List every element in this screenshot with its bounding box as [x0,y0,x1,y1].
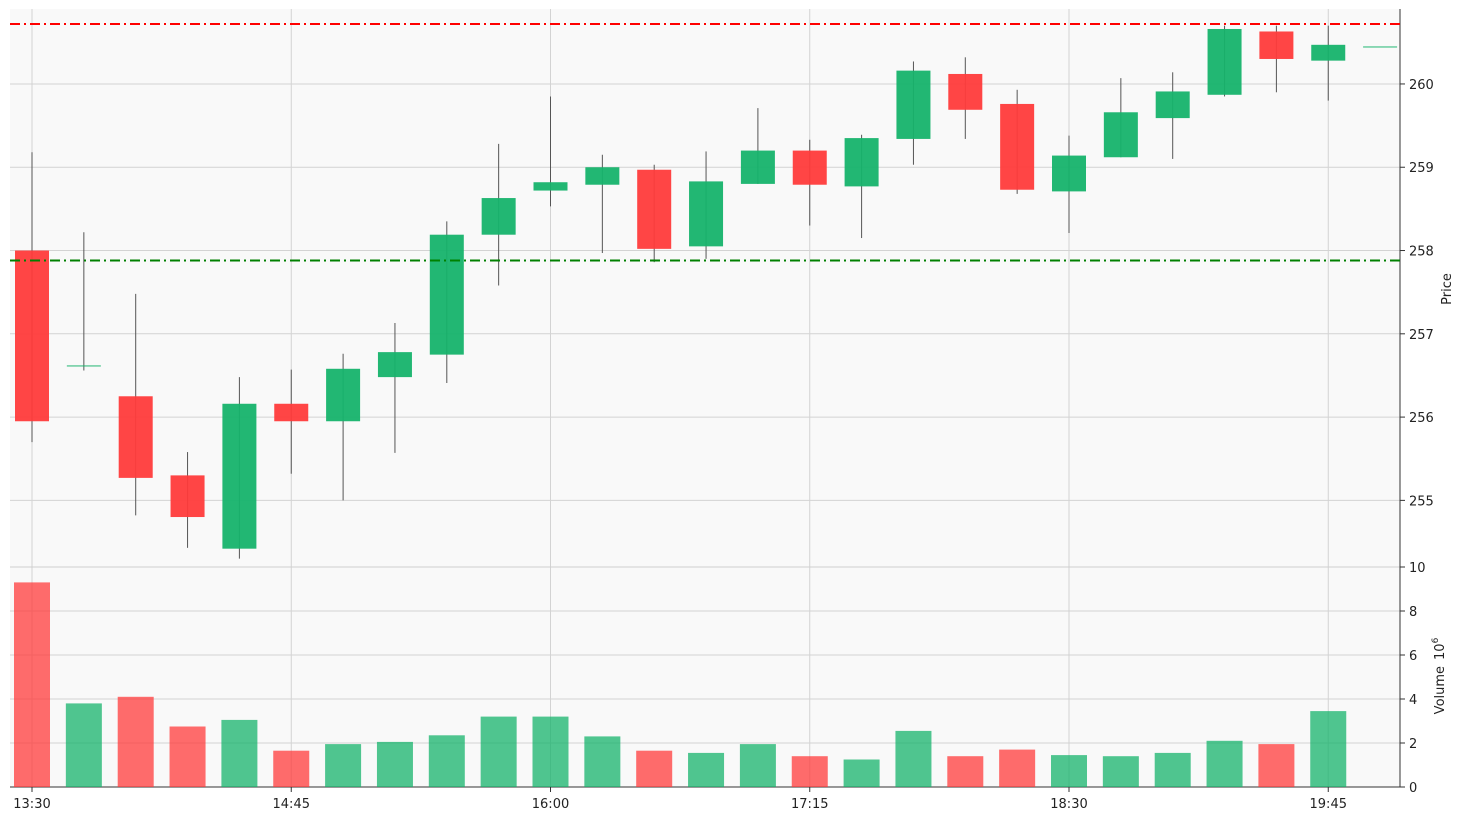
volume-bar [584,736,621,787]
volume-bar [480,716,517,787]
x-tick-labels: 13:30 14:45 16:00 17:15 18:30 19:45 [13,787,1347,812]
time-tick-label: 13:30 [13,797,50,812]
candle-body [1155,91,1190,119]
candle-body [792,150,827,185]
volume-bars [14,582,1347,787]
price-tick-label: 257 [1409,328,1434,343]
volume-bar [325,744,362,787]
volume-bar [895,730,932,787]
volume-bar [273,750,310,787]
volume-bar [376,741,413,787]
candle-body [1311,44,1346,61]
candle-body [1052,155,1086,192]
candle-body [377,352,412,378]
candle-body [274,403,309,422]
volume-bar [532,716,569,787]
volume-bar [14,582,50,787]
volume-bar [1310,711,1347,787]
volume-tick-label: 8 [1409,605,1417,620]
volume-bar [1051,755,1087,787]
volume-bar [1102,756,1139,787]
price-tick-labels: 255 256 257 258 259 260 [1400,78,1434,509]
candle-body [637,169,672,249]
volume-bar [221,719,258,787]
candle-body [1207,28,1242,95]
candle-body [689,181,724,247]
price-axis-title: Price [1440,273,1455,305]
volume-bar [428,735,465,787]
candles [15,25,1398,559]
volume-axis-exponent: 6 [1431,637,1441,643]
candle-body [896,70,931,139]
candle-body [1363,46,1398,48]
price-tick-label: 260 [1409,78,1434,93]
candle-body [844,138,879,187]
candle-body [429,234,464,355]
candle-body [740,150,775,184]
price-tick-label: 255 [1409,494,1434,509]
volume-axis-title: Volume106 [1431,637,1448,714]
volume-bar [739,744,776,787]
volume-bar [947,756,984,787]
price-tick-label: 256 [1409,411,1434,426]
volume-bar [1258,744,1295,787]
candle-body [1103,112,1138,158]
candle-body [948,73,983,110]
candle-body [118,396,153,478]
price-tick-label: 259 [1409,161,1434,176]
volume-bar [1206,740,1243,787]
candle-body [1259,31,1294,59]
volume-bar [636,750,673,787]
time-tick-label: 14:45 [273,797,310,812]
candle-body [481,198,516,235]
volume-bar [688,752,725,787]
volume-tick-label: 10 [1409,561,1426,576]
horizontal-reference-lines [10,22,1400,262]
candle-body [533,182,568,191]
volume-bar [843,759,880,787]
volume-axis-label: Volume [1433,666,1448,714]
time-tick-label: 16:00 [532,797,569,812]
candle-body [222,403,257,549]
price-tick-label: 258 [1409,245,1434,260]
volume-tick-label: 4 [1409,693,1417,708]
volume-tick-label: 6 [1409,649,1417,664]
candle-body [170,475,205,518]
volume-bar [999,749,1036,787]
volume-bar [1154,752,1191,787]
candle-body [15,250,49,422]
volume-bar [117,696,154,787]
volume-bar [791,756,828,787]
volume-tick-label: 0 [1409,781,1417,796]
time-tick-label: 19:45 [1310,797,1347,812]
volume-tick-label: 2 [1409,737,1417,752]
volume-bar [169,726,206,787]
volume-bar [65,703,102,787]
candle-body [66,365,101,367]
candle-body [585,167,620,185]
volume-tick-labels: 0 2 4 6 8 10 [1400,561,1426,796]
time-tick-label: 18:30 [1050,797,1087,812]
price-panel-background [10,9,1400,567]
candle-body [326,368,361,422]
time-tick-label: 17:15 [791,797,828,812]
candle-body [1000,103,1035,190]
